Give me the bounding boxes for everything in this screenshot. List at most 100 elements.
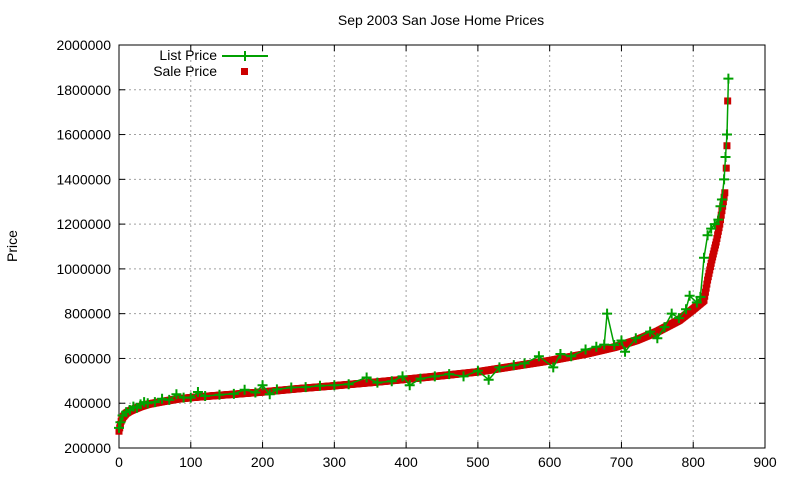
list-price-point [361,372,372,383]
list-price-point [314,380,325,391]
list-price-point [602,308,613,319]
x-tick-label: 500 [466,454,490,470]
list-price-point [519,358,530,369]
list-price-point [404,380,415,391]
legend-list-price-label: List Price [159,47,217,63]
y-tick-label: 1800000 [56,82,111,98]
list-price-point [200,391,211,402]
legend-list-price-marker [240,51,250,61]
sale-price-point [722,164,730,172]
y-tick-label: 400000 [64,395,111,411]
list-price-point [483,374,494,385]
list-price-point [250,387,261,398]
y-tick-label: 1000000 [56,261,111,277]
list-price-point [164,394,175,405]
x-tick-label: 0 [115,454,123,470]
list-price-point [214,389,225,400]
list-price-point [372,377,383,388]
plot-frame [118,44,766,449]
grid [119,45,765,448]
list-price-point [271,384,282,395]
list-price-point [695,291,706,302]
x-tick-label: 100 [179,454,203,470]
x-tick-label: 200 [251,454,275,470]
list-price-point [691,297,702,308]
sale-price-point [718,207,726,215]
legend-sale-price-label: Sale Price [153,63,217,79]
list-price-series [114,73,734,433]
sale-price-point [715,224,723,232]
x-tick-label: 900 [753,454,777,470]
list-price-point [533,351,544,362]
list-price-point [645,326,656,337]
list-price-point [472,365,483,376]
list-price-point [599,339,610,350]
list-price-point [415,373,426,384]
list-price-point [721,129,732,140]
x-tick-label: 800 [682,454,706,470]
sale-price-point [714,227,722,235]
y-axis-label: Price [4,230,20,262]
list-price-point [702,230,713,241]
list-price-point [115,417,126,428]
list-price-point [713,214,724,225]
list-price-point [239,384,250,395]
sale-price-point [702,284,710,292]
list-price-point [429,371,440,382]
chart-title: Sep 2003 San Jose Home Prices [338,12,544,28]
sale-price-point [714,231,722,239]
sale-price-point [717,211,725,219]
list-price-point [609,340,620,351]
list-price-point [548,362,559,373]
legend: List Price Sale Price [153,47,268,79]
list-price-point [630,333,641,344]
list-price-point [171,389,182,400]
list-price-point [286,382,297,393]
axes: 0 100 200 300 400 500 600 700 800 900 200000 400000… [56,37,776,470]
list-price-point [157,393,168,404]
sale-price-point [721,189,729,197]
list-price-point [257,380,268,391]
list-price-point [114,422,124,433]
y-tick-label: 200000 [64,440,111,456]
list-price-point [300,382,311,393]
list-price-point [566,351,577,362]
list-price-point [616,335,627,346]
list-price-point [397,371,408,382]
list-price-point [149,397,160,408]
sale-price-point [701,288,709,296]
y-tick-label: 2000000 [56,37,111,53]
sale-price-series [115,97,732,435]
list-price-point [666,308,677,319]
legend-sale-price-marker [241,68,248,75]
x-tick-label: 400 [394,454,418,470]
list-price-point [192,387,203,398]
list-price-point [343,379,354,390]
list-price-point [698,252,709,263]
x-tick-label: 600 [538,454,562,470]
list-price-point [723,73,734,84]
x-tick-label: 300 [323,454,347,470]
list-price-point [684,290,695,301]
list-price-point [716,194,727,205]
y-tick-label: 1200000 [56,216,111,232]
x-tick-label: 700 [610,454,634,470]
list-price-point [659,322,670,333]
list-price-point [444,369,455,380]
sale-price-point [712,238,720,246]
y-tick-label: 1600000 [56,127,111,143]
list-price-line [118,78,730,429]
list-price-point [681,304,692,315]
list-price-point [228,388,239,399]
list-price-point [458,371,469,382]
list-price-point [185,392,196,403]
list-price-point [329,380,340,391]
sale-price-point [700,296,708,304]
list-price-point [715,201,726,212]
list-price-point [555,348,566,359]
list-price-point [620,346,631,357]
y-tick-label: 1400000 [56,171,111,187]
sale-price-point [719,198,727,206]
sale-price-point [720,193,728,201]
